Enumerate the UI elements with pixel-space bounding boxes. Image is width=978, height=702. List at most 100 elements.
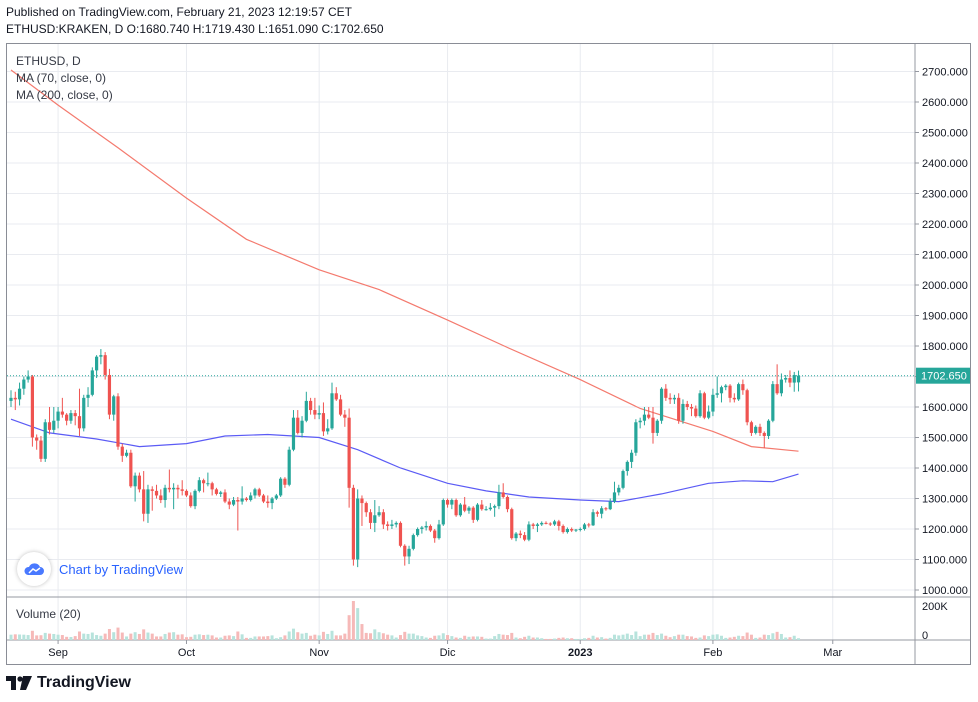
volume-bar	[236, 631, 240, 640]
candle-body	[249, 495, 253, 501]
volume-bar	[330, 630, 334, 640]
price-tick-label: 2500.000	[922, 128, 968, 140]
volume-bar	[514, 637, 518, 640]
candle-body	[300, 420, 304, 433]
volume-bar	[647, 634, 651, 640]
volume-bar	[360, 624, 364, 640]
volume-bar	[707, 636, 711, 640]
candle-body	[531, 524, 535, 526]
volume-bar	[317, 635, 321, 640]
candle-body	[244, 498, 248, 501]
volume-bar	[779, 633, 783, 640]
time-tick-label: Nov	[309, 647, 329, 659]
volume-bar	[142, 629, 146, 640]
candle-body	[334, 393, 338, 400]
candle-body	[668, 397, 672, 400]
volume-bar	[343, 633, 347, 640]
candle-body	[737, 384, 741, 400]
volume-bar	[433, 635, 437, 640]
candle-body	[647, 414, 651, 418]
candle-body	[454, 500, 458, 516]
candle-body	[351, 487, 355, 560]
volume-bar	[35, 635, 39, 640]
volume-bar	[416, 635, 420, 640]
volume-bar	[43, 632, 47, 640]
price-tick-label: 2100.000	[922, 250, 968, 262]
candle-body	[702, 393, 706, 418]
candle-body	[672, 397, 676, 400]
symbol-legend: ETHUSD, D	[16, 54, 81, 68]
candle-body	[35, 437, 39, 441]
volume-bar	[471, 636, 475, 640]
candle-body	[548, 523, 552, 525]
volume-bar	[493, 636, 497, 640]
volume-legend[interactable]: Volume (20)	[16, 607, 81, 621]
candle-body	[728, 385, 732, 398]
candle-body	[651, 417, 655, 433]
volume-bar	[480, 636, 484, 640]
volume-bar	[210, 635, 214, 640]
volume-bar	[155, 636, 159, 640]
candle-body	[762, 432, 766, 436]
volume-bar	[163, 633, 167, 640]
ma200-legend[interactable]: MA (200, close, 0)	[16, 88, 113, 102]
chart-frame[interactable]: 1000.000 1100.000 1200.000 1300.000 1400.000…	[6, 43, 971, 665]
volume-bar	[60, 635, 64, 640]
price-tick-label: 1000.000	[922, 585, 968, 597]
volume-bar	[749, 634, 753, 640]
candle-body	[368, 512, 373, 523]
price-chart-svg[interactable]: 1000.000 1100.000 1200.000 1300.000 1400.000…	[7, 44, 970, 664]
volume-bar	[553, 638, 557, 640]
volume-bar	[334, 635, 338, 640]
volume-bar	[253, 636, 257, 640]
volume-bar	[214, 637, 218, 640]
volume-bar	[176, 634, 180, 640]
volume-bar	[172, 632, 176, 640]
volume-bar	[48, 633, 52, 640]
time-tick-label: 2023	[568, 647, 592, 659]
candle-body	[574, 529, 578, 531]
candle-body	[360, 498, 364, 504]
volume-bar	[398, 635, 402, 640]
volume-bar	[548, 638, 552, 640]
volume-bar	[390, 635, 394, 640]
volume-bar	[107, 629, 111, 640]
candle-body	[390, 524, 394, 526]
candle-body	[326, 428, 330, 432]
volume-bar	[681, 634, 685, 640]
candle-body	[715, 393, 719, 395]
volume-bar	[146, 632, 150, 640]
volume-bar	[300, 633, 304, 640]
volume-bar	[630, 635, 634, 640]
candle-body	[694, 408, 698, 417]
candle-body	[497, 492, 501, 507]
volume-bar	[403, 631, 407, 640]
ma70-legend[interactable]: MA (70, close, 0)	[16, 71, 107, 85]
candle-body	[450, 500, 454, 505]
candle-body	[120, 446, 124, 456]
candle-body	[356, 498, 360, 560]
volume-bar	[505, 635, 509, 640]
candle-body	[754, 426, 758, 433]
volume-bar	[737, 635, 741, 640]
volume-bar	[129, 633, 133, 640]
volume-bar	[133, 632, 137, 640]
candle-body	[343, 414, 347, 418]
candle-body	[557, 521, 561, 526]
volume-bar	[184, 637, 188, 640]
volume-bar	[137, 633, 141, 640]
candle-body	[505, 496, 510, 510]
volume-bar	[112, 632, 116, 640]
candle-body	[291, 417, 296, 450]
volume-bar	[381, 633, 385, 640]
volume-bar	[561, 637, 565, 640]
chart-by-tradingview-watermark[interactable]: Chart by TradingView	[17, 552, 183, 586]
volume-bar	[531, 637, 535, 640]
volume-bar	[587, 637, 591, 640]
candle-body	[386, 524, 390, 526]
volume-bar	[544, 638, 548, 640]
tradingview-footer[interactable]: TradingView	[6, 674, 131, 692]
candle-body	[617, 487, 621, 493]
candle-body	[433, 530, 437, 539]
candle-body	[347, 417, 351, 488]
